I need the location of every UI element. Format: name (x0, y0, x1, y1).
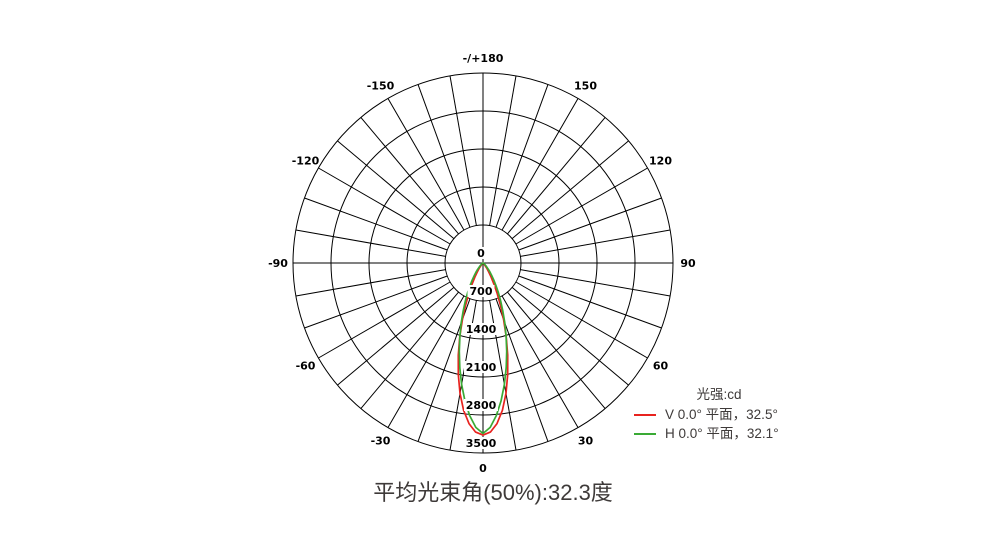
legend-label-v-plane: V 0.0° 平面，32.5° (665, 407, 778, 422)
polar-spoke (501, 295, 579, 428)
polar-spoke (515, 167, 648, 245)
polar-spoke (511, 287, 629, 386)
polar-spoke (360, 117, 459, 235)
radial-tick-backing (464, 437, 498, 449)
polar-spoke (507, 291, 606, 409)
polar-spoke (520, 269, 671, 297)
angle-tick-label: -120 (292, 155, 320, 168)
radial-tick-backing (464, 399, 498, 411)
radial-tick-label: 2800 (466, 399, 497, 412)
polar-spoke (295, 269, 446, 297)
polar-spoke (387, 295, 465, 428)
polar-spoke (495, 84, 549, 228)
v-plane-line-swatch (634, 414, 656, 416)
angle-tick-label: -30 (371, 435, 391, 448)
angle-tick-label: 0 (479, 462, 487, 475)
polar-spoke (337, 140, 455, 239)
polar-spoke (304, 275, 448, 329)
h-plane-curve (458, 262, 508, 435)
polar-spoke (515, 281, 648, 359)
angle-tick-label: 60 (653, 360, 669, 373)
polar-spoke (318, 281, 451, 359)
radial-tick-backing (474, 247, 488, 259)
radial-tick-backing (464, 323, 498, 335)
polar-spoke (518, 197, 662, 251)
v-plane-curve (457, 262, 509, 436)
legend-item-v-plane: V 0.0° 平面，32.5° (634, 408, 804, 422)
angle-tick-label: -/+180 (463, 52, 504, 65)
radial-tick-label: 0 (477, 247, 485, 260)
angle-tick-label: -90 (268, 257, 288, 270)
polar-spoke (449, 75, 477, 226)
angle-tick-label: 30 (578, 435, 594, 448)
polar-spoke (520, 229, 671, 257)
polar-spoke (489, 75, 517, 226)
polar-spoke (360, 291, 459, 409)
polar-spoke (387, 98, 465, 231)
polar-spoke (304, 197, 448, 251)
radial-tick-backing (464, 361, 498, 373)
polar-spoke (511, 140, 629, 239)
radial-tick-label: 1400 (466, 323, 497, 336)
chart-legend: 光强:cd V 0.0° 平面，32.5° H 0.0° 平面，32.1° (634, 383, 804, 441)
polar-spoke (337, 287, 455, 386)
polar-spoke (507, 117, 606, 235)
angle-tick-label: -60 (296, 360, 316, 373)
angle-tick-label: 90 (680, 257, 696, 270)
h-plane-line-swatch (634, 433, 656, 435)
polar-spoke (318, 167, 451, 245)
polar-spoke (417, 84, 471, 228)
polar-spoke (501, 98, 579, 231)
radial-tick-label: 2100 (466, 361, 497, 374)
angle-tick-label: 150 (574, 80, 597, 93)
polar-spoke (295, 229, 446, 257)
polar-spoke (518, 275, 662, 329)
radial-tick-backing (467, 285, 495, 297)
angle-tick-label: 120 (649, 155, 672, 168)
radial-tick-label: 3500 (466, 437, 497, 450)
angle-tick-label: -150 (367, 80, 395, 93)
radial-tick-label: 700 (470, 285, 493, 298)
legend-title: 光强:cd (696, 387, 742, 402)
legend-item-h-plane: H 0.0° 平面，32.1° (634, 427, 804, 441)
legend-label-h-plane: H 0.0° 平面，32.1° (665, 426, 779, 441)
average-beam-angle-caption: 平均光束角(50%):32.3度 (373, 480, 613, 505)
